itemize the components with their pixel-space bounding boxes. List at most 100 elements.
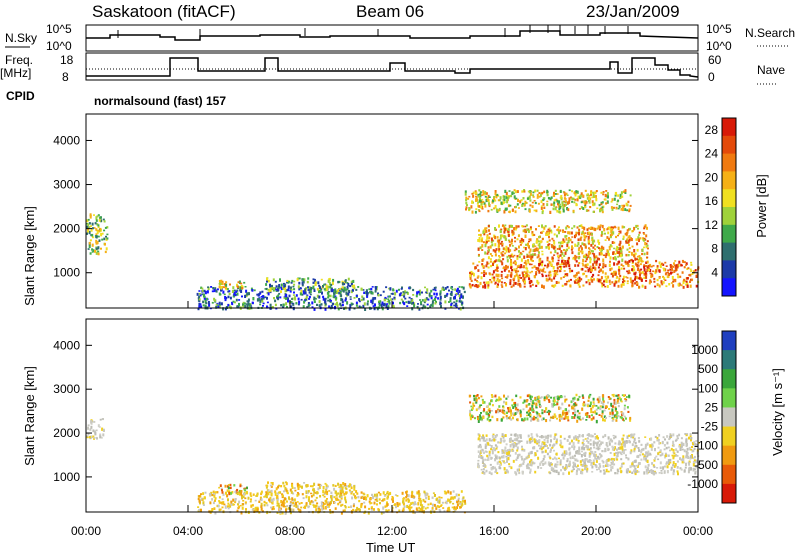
power-colorbar-tick-4: 20 <box>705 170 719 184</box>
power-colorbar-swatch-3 <box>722 171 736 190</box>
power-colorbar-swatch-8 <box>722 260 736 279</box>
nsky-spikes <box>117 25 629 38</box>
power-colorbar-tick-0: 4 <box>711 265 718 279</box>
velocity-colorbar-swatch-6 <box>722 445 736 466</box>
power-colorbar-swatch-0 <box>722 118 736 137</box>
velocity-colorbar-swatch-0 <box>722 331 736 351</box>
velocity-panel-bg <box>85 318 699 513</box>
power-colorbar-swatch-4 <box>722 189 736 208</box>
velocity-y-axis: 1000 2000 3000 4000 <box>53 338 698 484</box>
velocity-colorbar-swatch-3 <box>722 388 736 408</box>
x-axis-label: Time UT <box>366 540 415 554</box>
velocity-region-2 <box>218 483 248 496</box>
velocity-ytick-label-1: 2000 <box>53 426 80 440</box>
velocity-region-1 <box>197 490 467 515</box>
nsky-panel-frame <box>85 24 699 52</box>
nave-tick-top: 60 <box>708 53 722 67</box>
power-colorbar-swatch-6 <box>722 224 736 244</box>
power-region-5 <box>477 224 649 263</box>
velocity-colorbar-swatch-8 <box>722 483 736 504</box>
nsearch-tick-top: 10^5 <box>706 22 732 36</box>
xtick-label-3: 12:00 <box>377 524 407 538</box>
velocity-colorbar-tick-3: 25 <box>705 400 719 414</box>
nsky-tick-top: 10^5 <box>46 22 72 36</box>
velocity-colorbar-swatch-7 <box>722 464 736 485</box>
beam-label: Beam 06 <box>356 2 424 21</box>
velocity-ytick-label-3: 4000 <box>53 338 80 352</box>
power-colorbar-swatch-5 <box>722 207 736 226</box>
velocity-ylabel: Slant Range [km] <box>22 366 37 466</box>
power-region-6 <box>468 259 700 289</box>
velocity-colorbar-swatch-2 <box>722 369 736 389</box>
power-region-3 <box>265 277 356 294</box>
power-ytick-label-0: 1000 <box>53 266 80 280</box>
velocity-colorbar-tick-2: 100 <box>698 381 718 395</box>
power-colorbar-swatch-1 <box>722 135 736 155</box>
cpid-text: normalsound (fast) 157 <box>94 94 226 108</box>
power-colorbar-swatch-2 <box>722 153 736 172</box>
power-colorbar-swatch-7 <box>722 242 736 261</box>
velocity-colorbar-tick-1: 500 <box>698 362 718 376</box>
nsearch-label: N.Search <box>745 26 795 40</box>
velocity-region-5 <box>477 433 700 476</box>
power-colorbar-swatch-9 <box>722 278 736 297</box>
velocity-colorbar-tick-6: -500 <box>694 458 718 472</box>
xtick-label-5: 20:00 <box>581 524 611 538</box>
velocity-ytick-label-0: 1000 <box>53 470 80 484</box>
velocity-region-0 <box>86 418 105 440</box>
velocity-colorbar-label: Velocity [m s⁻¹] <box>770 368 785 456</box>
cpid-label: CPID <box>6 89 35 103</box>
freq-unit: [MHz] <box>0 66 31 80</box>
xtick-label-1: 04:00 <box>173 524 203 538</box>
velocity-ytick-label-2: 3000 <box>53 382 80 396</box>
power-colorbar-tick-2: 12 <box>705 218 719 232</box>
power-region-4 <box>464 189 632 215</box>
xtick-label-6: 00:00 <box>683 524 713 538</box>
power-colorbar-tick-1: 8 <box>711 242 718 256</box>
velocity-colorbar-swatch-1 <box>722 350 736 370</box>
power-region-1 <box>196 286 466 311</box>
power-colorbar-tick-5: 24 <box>705 147 719 161</box>
power-colorbar-tick-3: 16 <box>705 194 719 208</box>
velocity-region-3 <box>265 481 356 496</box>
velocity-colorbar-tick-0: 1000 <box>691 343 718 357</box>
nsky-trace <box>86 30 699 41</box>
freq-trace <box>86 57 699 78</box>
nsky-tick-bottom: 10^0 <box>46 39 72 53</box>
power-ytick-label-3: 4000 <box>53 133 80 147</box>
velocity-colorbar-swatch-5 <box>722 426 736 447</box>
freq-panel-frame <box>85 52 699 81</box>
power-colorbar-frame <box>721 117 737 297</box>
power-colorbar-tick-6: 28 <box>705 123 719 137</box>
date-label: 23/Jan/2009 <box>586 2 680 21</box>
power-colorbar: 4 8 12 16 20 24 28 <box>705 117 737 297</box>
power-ytick-label-1: 2000 <box>53 222 80 236</box>
velocity-colorbar-frame <box>721 330 737 504</box>
nsky-label: N.Sky <box>5 31 37 45</box>
time-x-axis: 00:00 04:00 08:00 12:00 16:00 20:00 00:00 <box>71 301 713 538</box>
xtick-label-0: 00:00 <box>71 524 101 538</box>
velocity-colorbar-tick-5: -100 <box>694 439 718 453</box>
power-region-0 <box>86 213 109 256</box>
velocity-colorbar-tick-4: -25 <box>701 420 719 434</box>
velocity-data-fill <box>86 393 700 515</box>
velocity-colorbar-tick-7: -1000 <box>687 477 718 491</box>
power-y-axis: 1000 2000 3000 4000 <box>53 133 698 280</box>
velocity-colorbar: 1000 500 100 25 -25 -100 -500 -1000 <box>687 330 737 504</box>
freq-tick-bottom: 8 <box>62 70 69 84</box>
power-ylabel: Slant Range [km] <box>22 206 37 306</box>
site-title: Saskatoon (fitACF) <box>92 2 236 21</box>
freq-tick-top: 18 <box>60 53 74 67</box>
nave-tick-bottom: 0 <box>708 70 715 84</box>
xtick-label-4: 16:00 <box>479 524 509 538</box>
nsearch-tick-bottom: 10^0 <box>706 39 732 53</box>
power-ytick-label-2: 3000 <box>53 178 80 192</box>
velocity-colorbar-swatch-4 <box>722 407 736 428</box>
power-data-fill <box>86 189 700 311</box>
xtick-label-2: 08:00 <box>275 524 305 538</box>
nave-label: Nave <box>757 63 785 77</box>
power-panel-bg <box>85 113 699 309</box>
power-region-2 <box>218 279 246 291</box>
freq-label: Freq. <box>5 53 33 67</box>
